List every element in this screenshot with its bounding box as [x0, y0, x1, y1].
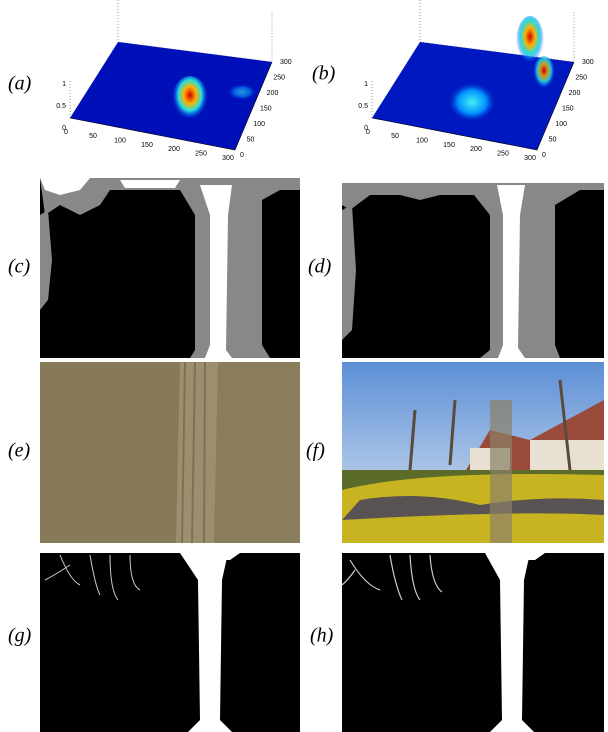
x-tick-label: 50 [391, 133, 399, 140]
y-tick-label: 300 [280, 59, 292, 66]
y-tick-label: 50 [247, 136, 255, 143]
x-tick-label: 250 [497, 151, 509, 158]
y-tick-label: 0 [240, 152, 244, 159]
x-tick-label: 200 [168, 146, 180, 153]
panel-label: (c) [8, 256, 31, 278]
y-tick-label: 200 [267, 90, 279, 97]
y-tick-label: 50 [549, 136, 557, 143]
x-tick-label: 50 [89, 133, 97, 140]
y-tick-label: 100 [555, 121, 567, 128]
surface-plot-b [372, 0, 574, 150]
panel-label: (f) [306, 440, 325, 462]
y-tick-label: 300 [582, 59, 594, 66]
image-f [342, 362, 604, 543]
z-tick-label: 0.5 [358, 103, 368, 110]
panel-label: (g) [8, 625, 32, 647]
z-tick-label: 0.5 [56, 103, 66, 110]
x-tick-label: 250 [195, 151, 207, 158]
x-tick-label: 100 [416, 138, 428, 145]
image-h [342, 548, 604, 732]
image-d [342, 178, 604, 358]
x-tick-label: 200 [470, 146, 482, 153]
x-tick-label: 150 [141, 142, 153, 149]
panel-label: (e) [8, 440, 31, 462]
z-tick-label: 1 [62, 81, 66, 88]
figure: (a)00.5105010015020025030005010015020025… [0, 0, 608, 732]
y-tick-label: 150 [260, 105, 272, 112]
image-g [40, 548, 300, 732]
panel-label: (h) [310, 625, 334, 647]
z-tick-label: 1 [364, 81, 368, 88]
x-tick-label: 0 [64, 129, 68, 136]
y-tick-label: 250 [273, 74, 285, 81]
panel-label: (b) [312, 63, 336, 85]
image-c [40, 178, 300, 358]
x-tick-label: 300 [222, 155, 234, 162]
image-e [40, 362, 300, 543]
surface-plot-a [70, 0, 272, 150]
y-tick-label: 250 [575, 74, 587, 81]
panel-label: (d) [308, 256, 332, 278]
x-tick-label: 0 [366, 129, 370, 136]
y-tick-label: 0 [542, 152, 546, 159]
panel-label: (a) [8, 73, 32, 95]
y-tick-label: 200 [569, 90, 581, 97]
x-tick-label: 100 [114, 138, 126, 145]
y-tick-label: 150 [562, 105, 574, 112]
y-tick-label: 100 [253, 121, 265, 128]
x-tick-label: 150 [443, 142, 455, 149]
x-tick-label: 300 [524, 155, 536, 162]
